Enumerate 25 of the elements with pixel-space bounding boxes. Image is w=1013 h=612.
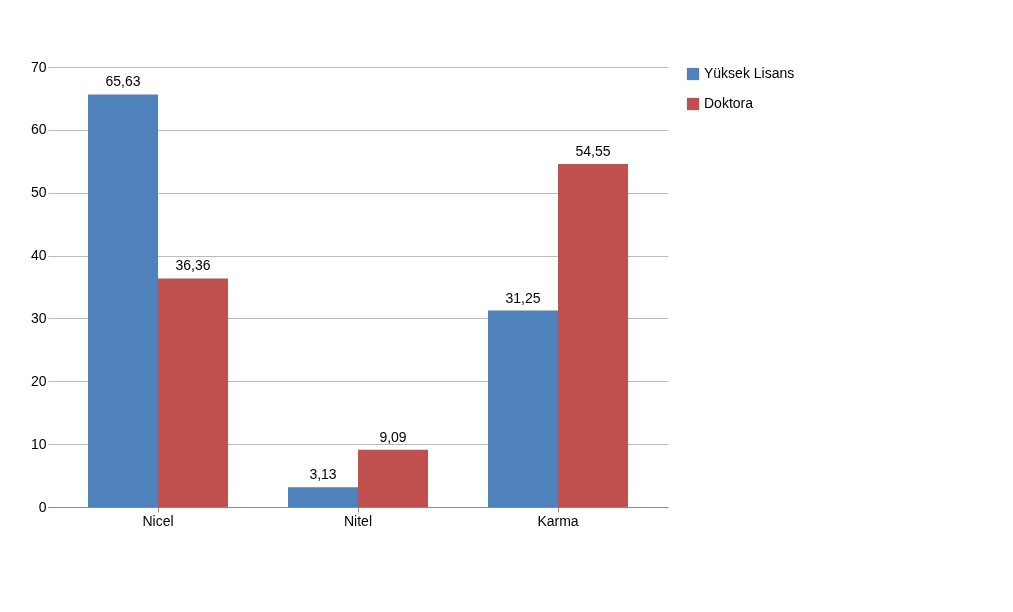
y-tick-label: 40	[30, 247, 47, 264]
x-tick-label: Nicel	[142, 512, 174, 529]
legend-label: Doktora	[704, 95, 754, 111]
data-label: 3,13	[309, 466, 337, 483]
y-tick-label: 20	[30, 372, 47, 389]
data-label: 36,36	[175, 257, 211, 274]
bar	[488, 310, 558, 507]
y-tick-label: 10	[30, 435, 47, 452]
y-tick-label: 0	[38, 498, 47, 515]
y-tick-label: 30	[30, 309, 47, 326]
bar	[88, 94, 158, 507]
x-tick-label: Karma	[537, 512, 579, 529]
data-label: 54,55	[575, 143, 611, 160]
bar	[358, 449, 428, 507]
bar	[558, 164, 628, 507]
data-label: 31,25	[505, 289, 541, 306]
legend-label: Yüksek Lisans	[704, 65, 795, 81]
bar	[288, 487, 358, 507]
y-tick-label: 70	[30, 58, 47, 75]
data-label: 9,09	[379, 428, 407, 445]
bar	[158, 278, 228, 507]
y-tick-label: 50	[30, 184, 47, 201]
y-tick-label: 60	[30, 121, 47, 138]
data-label: 65,63	[105, 73, 141, 90]
x-tick-label: Nitel	[343, 512, 373, 529]
